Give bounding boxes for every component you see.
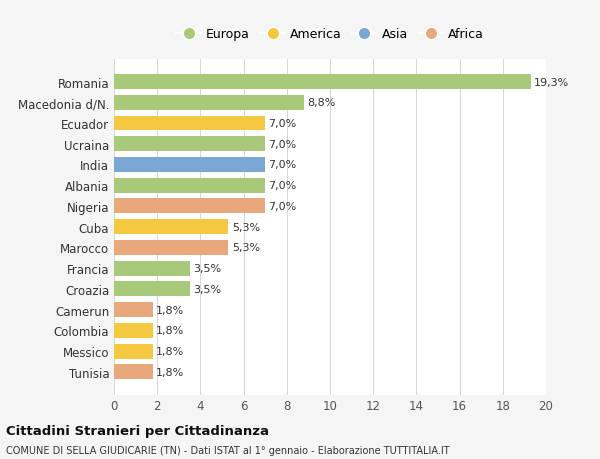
Bar — [114, 323, 153, 338]
Text: 1,8%: 1,8% — [156, 367, 184, 377]
Bar — [114, 220, 229, 235]
Text: 8,8%: 8,8% — [307, 98, 335, 108]
Text: 1,8%: 1,8% — [156, 305, 184, 315]
Bar — [114, 282, 190, 297]
Bar — [114, 344, 153, 359]
Text: 1,8%: 1,8% — [156, 326, 184, 336]
Bar — [114, 199, 265, 214]
Legend: Europa, America, Asia, Africa: Europa, America, Asia, Africa — [173, 26, 487, 44]
Text: 3,5%: 3,5% — [193, 284, 221, 294]
Bar — [114, 158, 265, 173]
Text: 3,5%: 3,5% — [193, 263, 221, 274]
Text: 19,3%: 19,3% — [534, 78, 569, 87]
Text: 7,0%: 7,0% — [268, 160, 296, 170]
Text: 7,0%: 7,0% — [268, 119, 296, 129]
Bar — [114, 116, 265, 131]
Bar — [114, 261, 190, 276]
Bar — [114, 302, 153, 318]
Bar — [114, 75, 531, 90]
Bar — [114, 137, 265, 152]
Text: COMUNE DI SELLA GIUDICARIE (TN) - Dati ISTAT al 1° gennaio - Elaborazione TUTTIT: COMUNE DI SELLA GIUDICARIE (TN) - Dati I… — [6, 446, 449, 455]
Text: 1,8%: 1,8% — [156, 347, 184, 356]
Bar — [114, 95, 304, 111]
Text: 7,0%: 7,0% — [268, 140, 296, 150]
Text: 7,0%: 7,0% — [268, 202, 296, 212]
Text: Cittadini Stranieri per Cittadinanza: Cittadini Stranieri per Cittadinanza — [6, 424, 269, 437]
Bar — [114, 364, 153, 380]
Bar — [114, 179, 265, 193]
Text: 7,0%: 7,0% — [268, 181, 296, 191]
Text: 5,3%: 5,3% — [232, 222, 260, 232]
Bar — [114, 241, 229, 255]
Text: 5,3%: 5,3% — [232, 243, 260, 253]
